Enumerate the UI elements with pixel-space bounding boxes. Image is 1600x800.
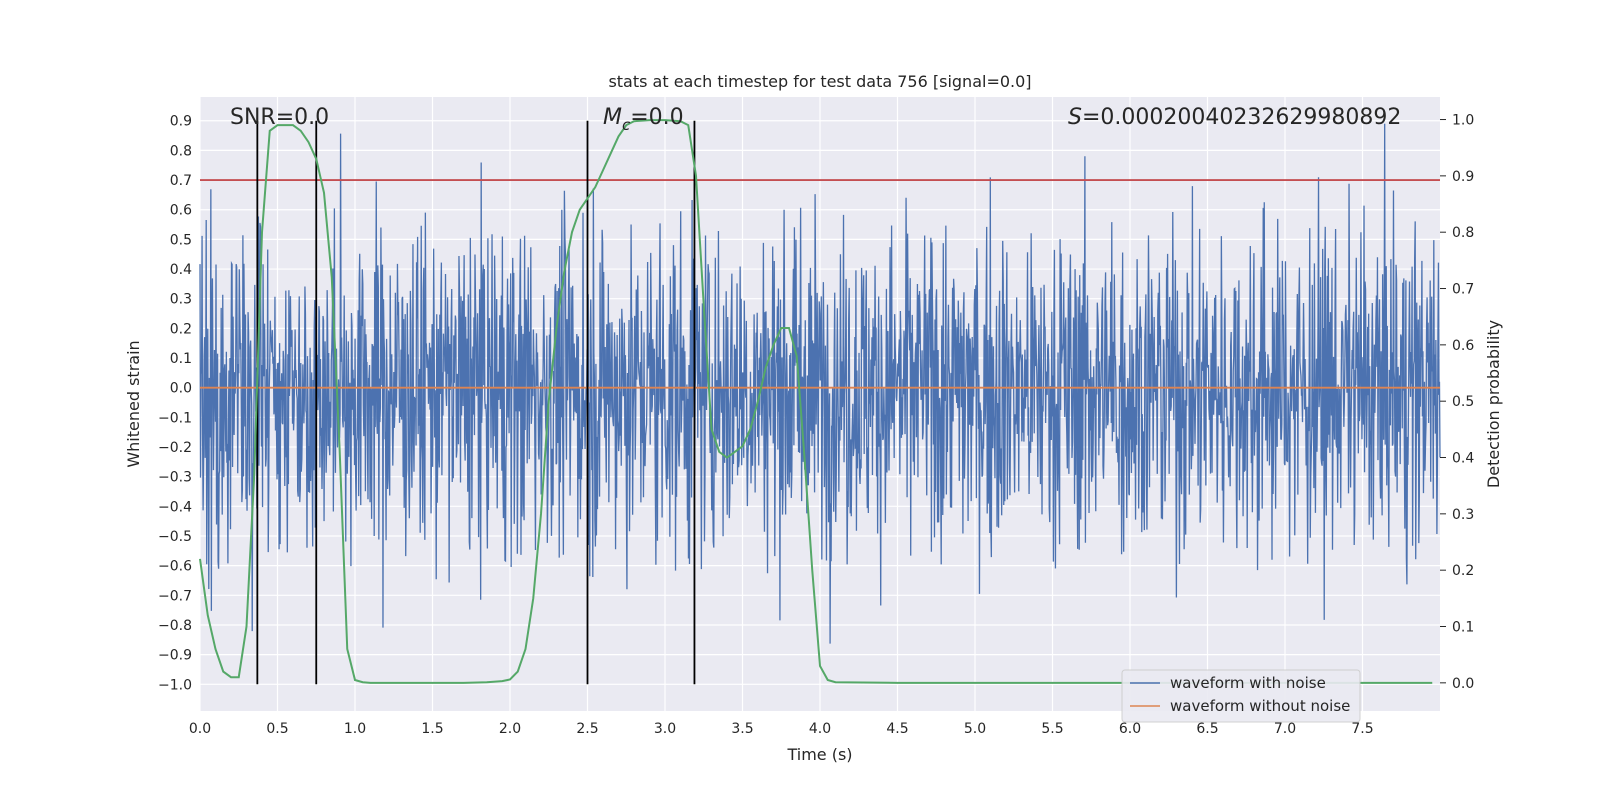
overlay-lines: [199, 119, 1440, 685]
x-tick-label: 7.5: [1351, 721, 1373, 737]
left-y-tick-label: 0.4: [170, 262, 192, 278]
x-tick-label: 6.5: [1196, 721, 1218, 737]
left-y-axis-ticks: 0.9 0.8 0.7 0.6 0.5 0.4 0.3 0.2 0.1 0.0 −0.1 −0.2 −0…: [158, 114, 192, 694]
legend: waveform with noise waveform without noi…: [1121, 669, 1361, 723]
left-y-tick-label: 0.2: [170, 321, 192, 337]
x-tick-label: 6.0: [1119, 721, 1141, 737]
chirp-mass-annotation: Mc=0.0: [603, 105, 684, 134]
legend-label-noise: waveform with noise: [1170, 674, 1326, 692]
x-tick-label: 0.0: [189, 721, 211, 737]
x-tick-label: 1.0: [344, 721, 366, 737]
x-tick-label: 2.0: [499, 721, 521, 737]
left-y-tick-label: 0.0: [170, 381, 192, 397]
chirp-mass-symbol: M: [603, 105, 622, 130]
left-y-tick-label: −0.8: [158, 618, 192, 634]
chirp-mass-subscript: c: [622, 116, 631, 134]
x-tick-label: 7.0: [1274, 721, 1296, 737]
right-y-tick-label: 0.7: [1452, 282, 1474, 298]
right-y-tick-label: 0.1: [1452, 620, 1474, 636]
left-y-tick-label: 0.9: [170, 114, 192, 130]
left-y-tick-label: −0.6: [158, 559, 192, 575]
x-tick-label: 2.5: [576, 721, 598, 737]
legend-box: [1121, 669, 1361, 723]
left-y-axis-label: Whitened strain: [124, 340, 143, 467]
right-y-tick-label: 0.2: [1452, 563, 1474, 579]
x-axis-label: Time (s): [786, 745, 852, 764]
left-y-tick-label: −0.4: [158, 499, 192, 515]
right-y-tick-label: 0.4: [1452, 451, 1474, 467]
left-y-tick-label: 0.1: [170, 351, 192, 367]
x-axis-ticks: 0.0 0.5 1.0 1.5 2.0 2.5 3.0 3.5 4.0 4.5 5.0 5.5 6.0 6…: [189, 721, 1374, 737]
x-tick-label: 4.5: [886, 721, 908, 737]
right-y-tick-label: 0.6: [1452, 338, 1474, 354]
right-y-tick-label: 0.3: [1452, 507, 1474, 523]
right-y-tick-label: 0.9: [1452, 169, 1474, 185]
right-y-axis-ticks: 1.0 0.9 0.8 0.7 0.6 0.5 0.4 0.3 0.2 0.1 0.0: [1440, 113, 1474, 692]
snr-annotation: SNR=0.0: [230, 105, 329, 130]
left-y-tick-label: −0.2: [158, 440, 192, 456]
x-tick-label: 4.0: [809, 721, 831, 737]
left-y-tick-label: −0.9: [158, 648, 192, 664]
waveform-with-noise-line: [199, 123, 1441, 644]
right-y-tick-label: 1.0: [1452, 113, 1474, 129]
x-tick-label: 1.5: [421, 721, 443, 737]
left-y-tick-label: 0.6: [170, 203, 192, 219]
left-y-tick-label: −0.7: [158, 588, 192, 604]
chart-title: stats at each timestep for test data 756…: [608, 72, 1031, 91]
legend-label-clean: waveform without noise: [1170, 697, 1350, 715]
right-y-axis-label: Detection probability: [1484, 320, 1503, 488]
left-y-tick-label: −1.0: [158, 677, 192, 693]
left-y-tick-label: 0.8: [170, 143, 192, 159]
chirp-mass-value: =0.0: [630, 105, 683, 130]
left-y-tick-label: 0.3: [170, 292, 192, 308]
x-tick-label: 5.0: [964, 721, 986, 737]
right-y-tick-label: 0.5: [1452, 394, 1474, 410]
s-annotation: S=0.00020040232629980892: [1068, 105, 1401, 130]
left-y-tick-label: 0.7: [170, 173, 192, 189]
waveform-with-noise-series: [199, 123, 1441, 644]
detection-probability-line: [199, 119, 1433, 684]
x-tick-label: 3.5: [731, 721, 753, 737]
s-symbol: S: [1068, 105, 1082, 130]
left-y-tick-label: 0.5: [170, 232, 192, 248]
x-tick-label: 3.0: [654, 721, 676, 737]
x-tick-label: 5.5: [1041, 721, 1063, 737]
left-y-tick-label: −0.1: [158, 410, 192, 426]
left-y-tick-label: −0.5: [158, 529, 192, 545]
s-value: =0.00020040232629980892: [1082, 105, 1401, 130]
right-y-tick-label: 0.0: [1452, 676, 1474, 692]
left-y-tick-label: −0.3: [158, 470, 192, 486]
x-tick-label: 0.5: [266, 721, 288, 737]
right-y-tick-label: 0.8: [1452, 225, 1474, 241]
